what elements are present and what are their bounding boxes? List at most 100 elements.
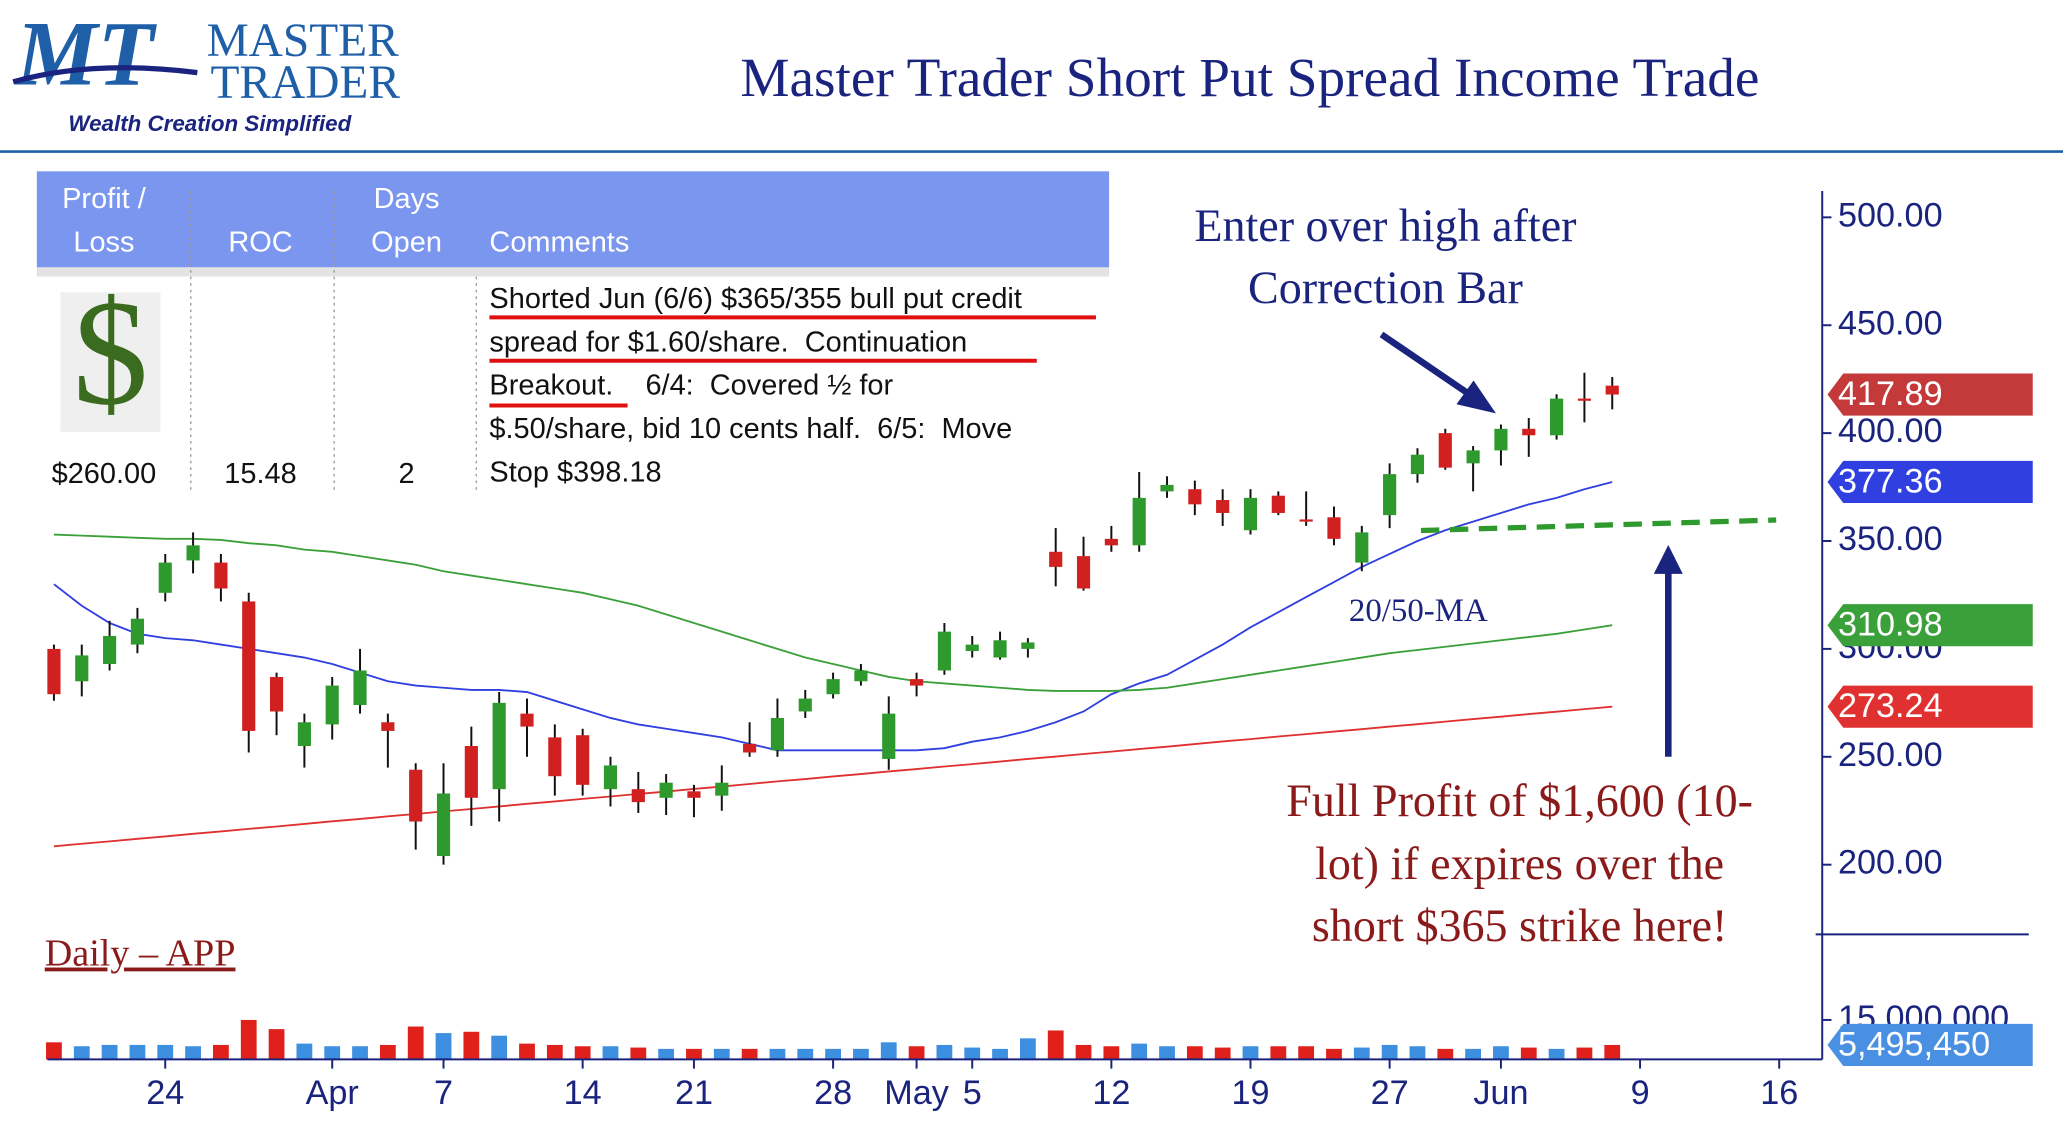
candle-body <box>436 793 451 857</box>
candle-body <box>1550 398 1564 436</box>
candle-body <box>854 670 868 682</box>
candle-body <box>214 562 228 589</box>
candle-body <box>576 735 590 785</box>
candle-body <box>770 717 785 751</box>
volume-bar <box>741 1048 758 1060</box>
volume-bar <box>1214 1047 1231 1060</box>
annotation: Full Profit of $1,600 (10- <box>1286 775 1753 826</box>
y-tick-label: 350.00 <box>1838 520 1943 558</box>
volume-bar <box>1131 1043 1148 1060</box>
candle-body <box>1049 551 1063 567</box>
annotation: Enter over high after <box>1194 200 1576 251</box>
column-header: Profit / <box>62 183 147 215</box>
strike-line <box>1420 517 1777 534</box>
candle-body <box>158 562 172 593</box>
volume-bar <box>1437 1048 1454 1060</box>
candle-body <box>1522 428 1536 436</box>
volume-bar <box>463 1031 480 1060</box>
dollar-icon: $ <box>73 268 149 436</box>
volume-bar <box>908 1046 925 1060</box>
volume-bar <box>1493 1046 1509 1060</box>
volume-bar <box>407 1026 424 1060</box>
candle-body <box>1076 556 1091 589</box>
volume-bar <box>797 1048 814 1060</box>
candle-body <box>659 782 673 798</box>
cell: 15.48 <box>224 458 296 490</box>
last-value-box <box>1827 1023 2033 1067</box>
x-tick-label: 19 <box>1231 1074 1269 1112</box>
volume-bar <box>1159 1046 1175 1060</box>
column-header: Open <box>371 226 442 258</box>
volume-bar <box>1576 1047 1593 1060</box>
volume-bar <box>1242 1046 1259 1060</box>
candle-body <box>1605 385 1619 395</box>
x-tick-label: May <box>884 1074 949 1112</box>
page-title: Master Trader Short Put Spread Income Tr… <box>740 47 1759 108</box>
cell: $260.00 <box>52 458 157 490</box>
y-tick-label: 200.00 <box>1838 844 1943 882</box>
moving-average <box>53 481 1613 752</box>
candle-body <box>631 789 645 803</box>
arrow-shaft <box>1379 331 1479 402</box>
volume-bar <box>936 1044 953 1060</box>
last-value-box <box>1827 604 2033 647</box>
tagline: Wealth Creation Simplified <box>68 111 352 136</box>
volume-bar <box>992 1048 1008 1060</box>
volume-bar <box>379 1044 396 1060</box>
candle-body <box>1160 484 1174 492</box>
volume-bar <box>352 1046 368 1060</box>
candle-body <box>1271 495 1285 513</box>
candle-body <box>381 722 395 731</box>
x-tick-label: 14 <box>564 1074 602 1112</box>
candle-body <box>603 765 618 790</box>
candle-body <box>909 679 924 686</box>
candle-body <box>325 685 339 725</box>
y-tick-label: 250.00 <box>1838 736 1943 774</box>
candle-body <box>103 635 117 665</box>
y-tick-label: 450.00 <box>1838 304 1943 342</box>
candle-body <box>1132 497 1146 546</box>
last-value-box <box>1827 460 2033 504</box>
logo-swoosh <box>12 65 198 85</box>
dollar-icon-bg <box>60 292 161 432</box>
volume-bar <box>1075 1044 1092 1060</box>
candle-body <box>965 644 979 652</box>
volume-bar <box>713 1048 730 1060</box>
volume-bar <box>1186 1046 1203 1060</box>
candle-body <box>1327 517 1341 539</box>
candle-body <box>1243 497 1258 531</box>
last-value-label: 5,495,450 <box>1838 1025 1990 1063</box>
candle-body <box>353 670 367 706</box>
volume-bar <box>1103 1046 1120 1060</box>
volume-bar <box>268 1029 285 1060</box>
volume-bar <box>324 1046 341 1060</box>
last-value-label: 417.89 <box>1838 375 1943 413</box>
volume-bar <box>157 1044 174 1060</box>
volume-bar <box>1409 1046 1426 1060</box>
volume-bar <box>1298 1046 1315 1060</box>
logo-text: TRADER <box>211 57 401 109</box>
candle-body <box>687 791 701 798</box>
volume-bar <box>825 1048 841 1060</box>
x-tick-label: 7 <box>434 1074 453 1112</box>
x-tick-label: 9 <box>1631 1074 1650 1112</box>
x-tick-label: 24 <box>146 1074 184 1112</box>
last-value-box <box>1827 685 2033 728</box>
y-tick-label: 400.00 <box>1838 412 1943 450</box>
volume-bar <box>658 1048 675 1060</box>
x-tick-label: Jun <box>1473 1074 1528 1112</box>
volume-bar <box>1326 1048 1342 1060</box>
volume-bar <box>574 1046 591 1060</box>
volume-bar <box>964 1047 981 1060</box>
candle-body <box>882 713 896 759</box>
candle-body <box>464 746 478 798</box>
volume-bar <box>1548 1048 1565 1060</box>
candle-body <box>186 545 200 561</box>
arrow-head <box>1456 380 1496 414</box>
candle-body <box>993 640 1007 658</box>
candle-body <box>1494 428 1508 451</box>
x-tick-label: 12 <box>1092 1074 1130 1112</box>
volume-bar <box>296 1043 313 1060</box>
candle-body <box>75 655 89 682</box>
